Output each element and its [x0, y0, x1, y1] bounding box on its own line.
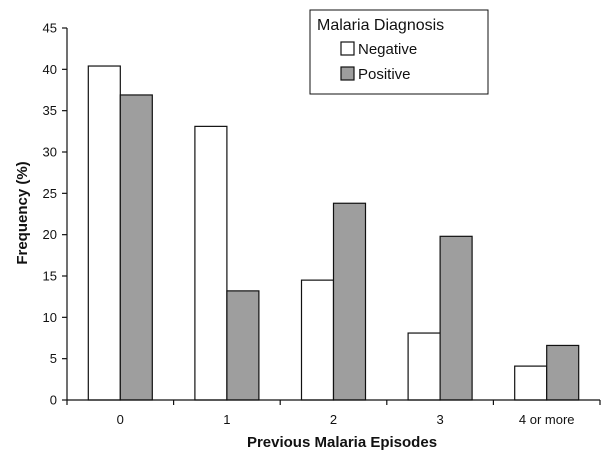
bar-positive-1 — [226, 290, 260, 401]
legend-label-negative: Negative — [358, 41, 417, 58]
x-tick-label: 3 — [436, 412, 443, 427]
legend: Malaria Diagnosis Negative Positive — [309, 9, 489, 95]
bar-negative-4-or-more — [514, 365, 548, 401]
legend-swatch-positive — [340, 66, 355, 81]
bar-positive-0 — [119, 94, 153, 401]
bar-positive-3 — [439, 235, 473, 401]
x-tick-label: 1 — [223, 412, 230, 427]
bar-positive-4-or-more — [546, 344, 580, 401]
bar-positive-2 — [332, 202, 367, 401]
y-tick-label: 25 — [43, 186, 57, 201]
x-tick-label: 4 or more — [519, 412, 575, 427]
x-ticks-group: 0 1 2 3 4 or more — [66, 400, 601, 427]
x-tick-label: 2 — [330, 412, 337, 427]
axes-group — [66, 28, 600, 401]
legend-box — [309, 9, 489, 95]
bar-negative-1 — [194, 125, 228, 401]
y-tick-label: 30 — [43, 145, 57, 160]
bar-negative-0 — [87, 65, 121, 401]
legend-swatch-negative — [340, 41, 355, 56]
y-tick-label: 35 — [43, 103, 57, 118]
y-tick-label: 5 — [50, 351, 57, 366]
y-axis-title: Frequency (%) — [14, 161, 31, 264]
y-ticks-group: 0 5 10 15 20 25 30 35 40 45 — [43, 21, 67, 408]
legend-title: Malaria Diagnosis — [317, 17, 444, 34]
bars-group — [87, 65, 580, 401]
bar-negative-2 — [300, 279, 335, 401]
y-tick-label: 45 — [43, 21, 57, 36]
x-axis-title: Previous Malaria Episodes — [247, 434, 437, 451]
y-tick-label: 0 — [50, 393, 57, 408]
y-tick-label: 40 — [43, 62, 57, 77]
y-tick-label: 15 — [43, 269, 57, 284]
legend-label-positive: Positive — [358, 66, 411, 83]
bar-negative-3 — [407, 332, 441, 401]
x-tick-label: 0 — [117, 412, 124, 427]
y-tick-label: 10 — [43, 310, 57, 325]
y-tick-label: 20 — [43, 227, 57, 242]
legend-entries: Negative Positive — [340, 41, 417, 83]
